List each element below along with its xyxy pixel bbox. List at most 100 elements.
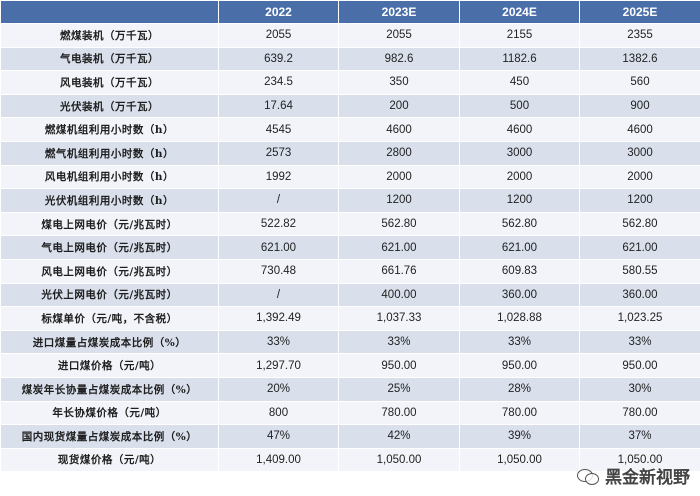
table-cell: 350 (338, 70, 460, 95)
table-cell: 2055 (218, 23, 339, 48)
row-label: 标煤单价（元/吨，不含税） (0, 306, 219, 331)
table-cell: 3000 (459, 140, 580, 166)
table-row: 风电装机（万千瓦） 234.5 350 450 560 (0, 70, 700, 95)
table-row: 国内现货煤量占煤炭成本比例（%） 47% 42% 39% 37% (0, 424, 700, 449)
row-label: 气电上网电价（元/兆瓦时） (0, 235, 219, 260)
table-cell: 982.6 (338, 46, 460, 72)
table-cell: 1200 (459, 188, 580, 213)
table-cell: 33% (218, 329, 339, 355)
row-label: 光伏上网电价（元/兆瓦时） (0, 282, 219, 308)
table-cell: 522.82 (218, 211, 339, 237)
table-row: 煤炭年长协量占煤炭成本比例（%） 20% 25% 28% 30% (0, 376, 700, 402)
table-cell: 1200 (579, 188, 700, 213)
table-cell: 25% (338, 376, 460, 402)
table-cell: 621.00 (218, 235, 339, 260)
table-row: 燃煤装机（万千瓦） 2055 2055 2155 2355 (0, 23, 700, 48)
table-row: 进口煤价格（元/吨） 1,297.70 950.00 950.00 950.00 (0, 353, 700, 378)
table-cell: 1,037.33 (338, 306, 460, 331)
row-label: 风电装机（万千瓦） (0, 70, 219, 95)
table-cell: 1,050.00 (579, 447, 700, 473)
table-cell: 621.00 (459, 235, 580, 260)
row-label: 国内现货煤量占煤炭成本比例（%） (0, 424, 219, 449)
table-row: 进口煤量占煤炭成本比例（%） 33% 33% 33% 33% (0, 329, 700, 355)
table-cell: 28% (459, 376, 580, 402)
row-label: 年长协煤价格（元/吨） (0, 400, 219, 426)
table-row: 标煤单价（元/吨，不含税） 1,392.49 1,037.33 1,028.88 1,0… (0, 306, 700, 331)
header-row: 2022 2023E 2024E 2025E (0, 0, 700, 24)
table-cell: 1,023.25 (579, 306, 700, 331)
table-row: 燃气机组利用小时数（h） 2573 2800 3000 3000 (0, 140, 700, 166)
table-cell: 30% (579, 376, 700, 402)
table-cell: 800 (218, 400, 339, 426)
table-cell: 1992 (218, 164, 339, 190)
table-cell: 1,028.88 (459, 306, 580, 331)
table-cell: 1382.6 (579, 46, 700, 72)
table-cell: 950.00 (338, 353, 460, 378)
table-cell: 47% (218, 424, 339, 449)
table-cell: 33% (338, 329, 460, 355)
table-cell: 4600 (579, 117, 700, 142)
table-row: 气电装机（万千瓦） 639.2 982.6 1182.6 1382.6 (0, 46, 700, 72)
table-cell: 562.80 (338, 211, 460, 237)
table-cell: 4545 (218, 117, 339, 142)
table-cell: 200 (338, 93, 460, 119)
table-row: 年长协煤价格（元/吨） 800 780.00 780.00 780.00 (0, 400, 700, 426)
table-cell: 609.83 (459, 258, 580, 284)
table-row: 煤电上网电价（元/兆瓦时） 522.82 562.80 562.80 562.80 (0, 211, 700, 237)
table-cell: 560 (579, 70, 700, 95)
table-cell: 234.5 (218, 70, 339, 95)
table-cell: 2800 (338, 140, 460, 166)
wechat-icon (577, 467, 599, 485)
table-cell: 1,050.00 (338, 447, 460, 473)
header-year-2025e: 2025E (579, 0, 700, 24)
header-corner (0, 0, 219, 24)
table-cell: 360.00 (579, 282, 700, 308)
table-row: 光伏上网电价（元/兆瓦时）/400.00 360.00 360.00 (0, 282, 700, 308)
table-cell: 950.00 (459, 353, 580, 378)
watermark-text: 黑金新视野 (605, 468, 690, 488)
row-label: 风电机组利用小时数（h） (0, 164, 219, 190)
table-cell: 580.55 (579, 258, 700, 284)
table-cell: / (218, 282, 339, 308)
table-cell: 500 (459, 93, 580, 119)
table-cell: 562.80 (459, 211, 580, 237)
table-cell: 621.00 (579, 235, 700, 260)
table-row: 风电上网电价（元/兆瓦时） 730.48 661.76 609.83 580.55 (0, 258, 700, 284)
header-year-2024e: 2024E (459, 0, 580, 24)
table-cell: 1182.6 (459, 46, 580, 72)
table-row: 气电上网电价（元/兆瓦时） 621.00 621.00 621.00 621.00 (0, 235, 700, 260)
table-cell: 33% (579, 329, 700, 355)
row-label: 光伏机组利用小时数（h） (0, 188, 219, 213)
table-cell: 42% (338, 424, 460, 449)
row-label: 煤炭年长协量占煤炭成本比例（%） (0, 376, 219, 402)
table-cell: 780.00 (579, 400, 700, 426)
table-cell: 20% (218, 376, 339, 402)
table-cell: 39% (459, 424, 580, 449)
row-label: 进口煤价格（元/吨） (0, 353, 219, 378)
table-cell: 730.48 (218, 258, 339, 284)
table-cell: 621.00 (338, 235, 460, 260)
table-cell: 33% (459, 329, 580, 355)
row-label: 煤电上网电价（元/兆瓦时） (0, 211, 219, 237)
row-label: 燃气机组利用小时数（h） (0, 140, 219, 166)
table-cell: 639.2 (218, 46, 339, 72)
table-cell: 2355 (579, 23, 700, 48)
table-cell: 950.00 (579, 353, 700, 378)
table-row: 风电机组利用小时数（h） 1992 2000 2000 2000 (0, 164, 700, 190)
row-label: 燃煤机组利用小时数（h） (0, 117, 219, 142)
table-cell: 900 (579, 93, 700, 119)
table-cell: 4600 (338, 117, 460, 142)
row-label: 气电装机（万千瓦） (0, 46, 219, 72)
table-cell: 2000 (579, 164, 700, 190)
table-row: 燃煤机组利用小时数（h） 4545 4600 4600 4600 (0, 117, 700, 142)
table-cell: 1,297.70 (218, 353, 339, 378)
table-cell: 17.64 (218, 93, 339, 119)
table-cell: 4600 (459, 117, 580, 142)
table-cell: 37% (579, 424, 700, 449)
table-cell: 780.00 (338, 400, 460, 426)
table-row: 光伏装机（万千瓦） 17.64 200 500 900 (0, 93, 700, 119)
row-label: 进口煤量占煤炭成本比例（%） (0, 329, 219, 355)
table-cell: 2000 (338, 164, 460, 190)
table-cell: 450 (459, 70, 580, 95)
table-cell: 1,392.49 (218, 306, 339, 331)
